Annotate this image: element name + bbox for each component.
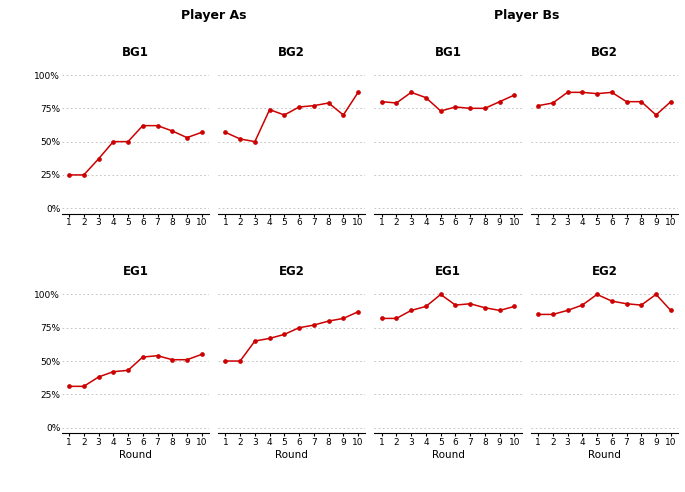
Text: Player As: Player As (181, 9, 247, 22)
X-axis label: Round: Round (119, 450, 152, 460)
Title: BG2: BG2 (278, 46, 306, 59)
Title: BG2: BG2 (591, 46, 618, 59)
X-axis label: Round: Round (432, 450, 464, 460)
Title: EG2: EG2 (591, 266, 617, 278)
X-axis label: Round: Round (588, 450, 621, 460)
Title: EG1: EG1 (435, 266, 461, 278)
Title: BG1: BG1 (434, 46, 462, 59)
Title: EG2: EG2 (279, 266, 305, 278)
Title: EG1: EG1 (123, 266, 149, 278)
X-axis label: Round: Round (275, 450, 308, 460)
Title: BG1: BG1 (122, 46, 149, 59)
Text: Player Bs: Player Bs (494, 9, 559, 22)
